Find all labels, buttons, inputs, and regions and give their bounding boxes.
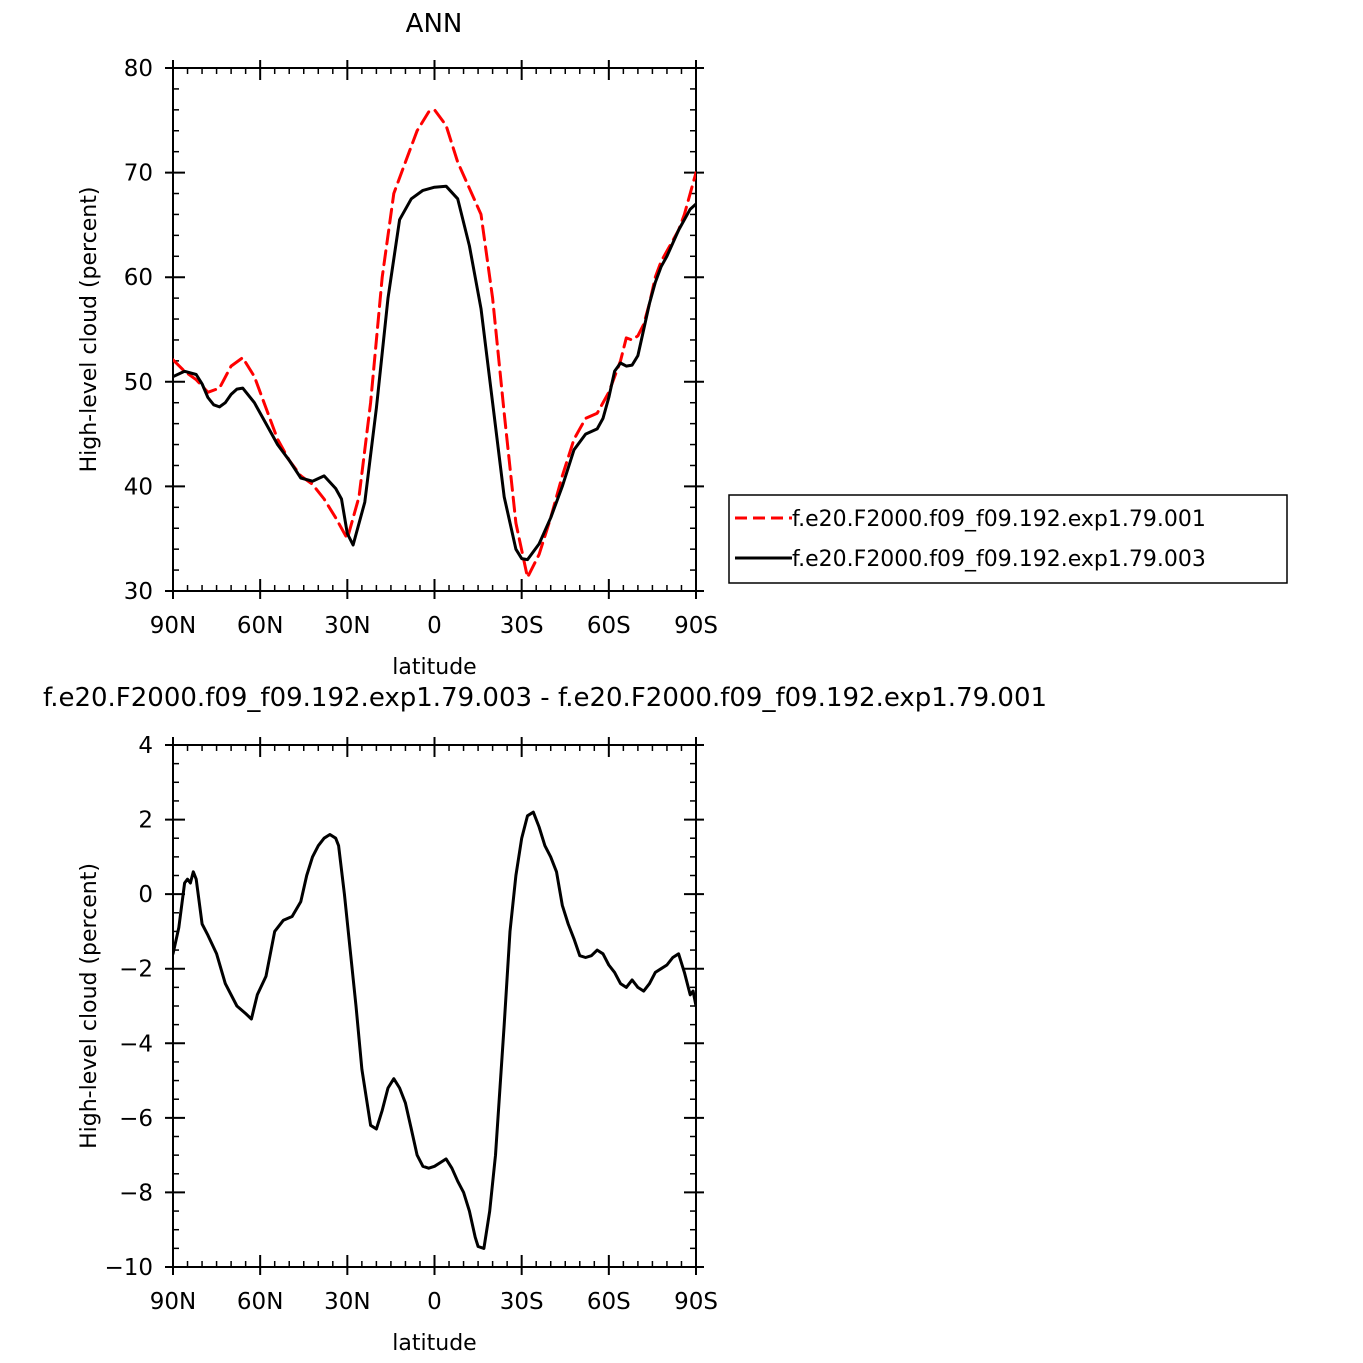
y-tick-label: 80 xyxy=(124,56,153,82)
y-tick-label: 70 xyxy=(124,161,153,187)
y-minor-ticks xyxy=(173,88,696,571)
x-tick-label: 90N xyxy=(150,613,196,639)
y-tick-label: 4 xyxy=(138,733,153,759)
x-axis-label: latitude xyxy=(392,1331,476,1356)
legend: f.e20.F2000.f09_f09.192.exp1.79.001 f.e20… xyxy=(728,494,1288,584)
series-line-2 xyxy=(173,184,696,562)
y-tick-label: −10 xyxy=(104,1255,153,1281)
chart-panel-2: f.e20.F2000.f09_f09.192.exp1.79.003 - f.… xyxy=(43,683,1047,1356)
series-line-1 xyxy=(173,108,696,579)
y-tick-label: 40 xyxy=(124,474,153,500)
x-tick-label: 30N xyxy=(324,1289,370,1315)
x-tick-label: 60S xyxy=(587,1289,631,1315)
y-tick-label: −2 xyxy=(119,957,153,983)
legend-box xyxy=(728,494,1288,584)
y-tick-label: 0 xyxy=(138,882,153,908)
y-axis-label: High-level cloud (percent) xyxy=(77,187,102,473)
y-tick-label: 30 xyxy=(124,579,153,605)
x-tick-label: 30N xyxy=(324,613,370,639)
chart-title: ANN xyxy=(406,9,463,39)
y-tick-label: 50 xyxy=(124,370,153,396)
y-tick-label: 2 xyxy=(138,808,153,834)
x-tick-label: 30S xyxy=(500,613,544,639)
series-group xyxy=(173,108,696,579)
y-tick-label: −4 xyxy=(119,1031,153,1057)
y-axis-label: High-level cloud (percent) xyxy=(77,863,102,1149)
series-line-1 xyxy=(173,810,696,1250)
y-tick-label: −6 xyxy=(119,1106,153,1132)
x-tick-label: 90N xyxy=(150,1289,196,1315)
legend-label-1: f.e20.F2000.f09_f09.192.exp1.79.001 xyxy=(792,507,1206,532)
y-minor-ticks xyxy=(173,762,696,1250)
x-minor-ticks xyxy=(186,68,683,591)
x-minor-ticks xyxy=(186,745,683,1267)
plot-frame xyxy=(172,67,697,592)
plot-frame xyxy=(172,744,697,1268)
x-tick-label: 0 xyxy=(427,1289,442,1315)
x-tick-label: 0 xyxy=(427,613,442,639)
y-tick-label: 60 xyxy=(124,265,153,291)
x-tick-label: 60S xyxy=(587,613,631,639)
legend-label-2: f.e20.F2000.f09_f09.192.exp1.79.003 xyxy=(792,547,1206,572)
chart-panel-1: ANN 90N 60N 30N 0 30S 60S 90S 30 40 50 60 70 80 latitu… xyxy=(77,9,1288,680)
x-axis-label: latitude xyxy=(392,655,476,680)
x-tick-label: 90S xyxy=(674,613,718,639)
chart-title: f.e20.F2000.f09_f09.192.exp1.79.003 - f.… xyxy=(43,683,1047,713)
x-tick-label: 90S xyxy=(674,1289,718,1315)
series-group xyxy=(173,810,696,1250)
x-tick-label: 60N xyxy=(237,1289,283,1315)
x-tick-label: 30S xyxy=(500,1289,544,1315)
x-tick-label: 60N xyxy=(237,613,283,639)
y-tick-label: −8 xyxy=(119,1180,153,1206)
